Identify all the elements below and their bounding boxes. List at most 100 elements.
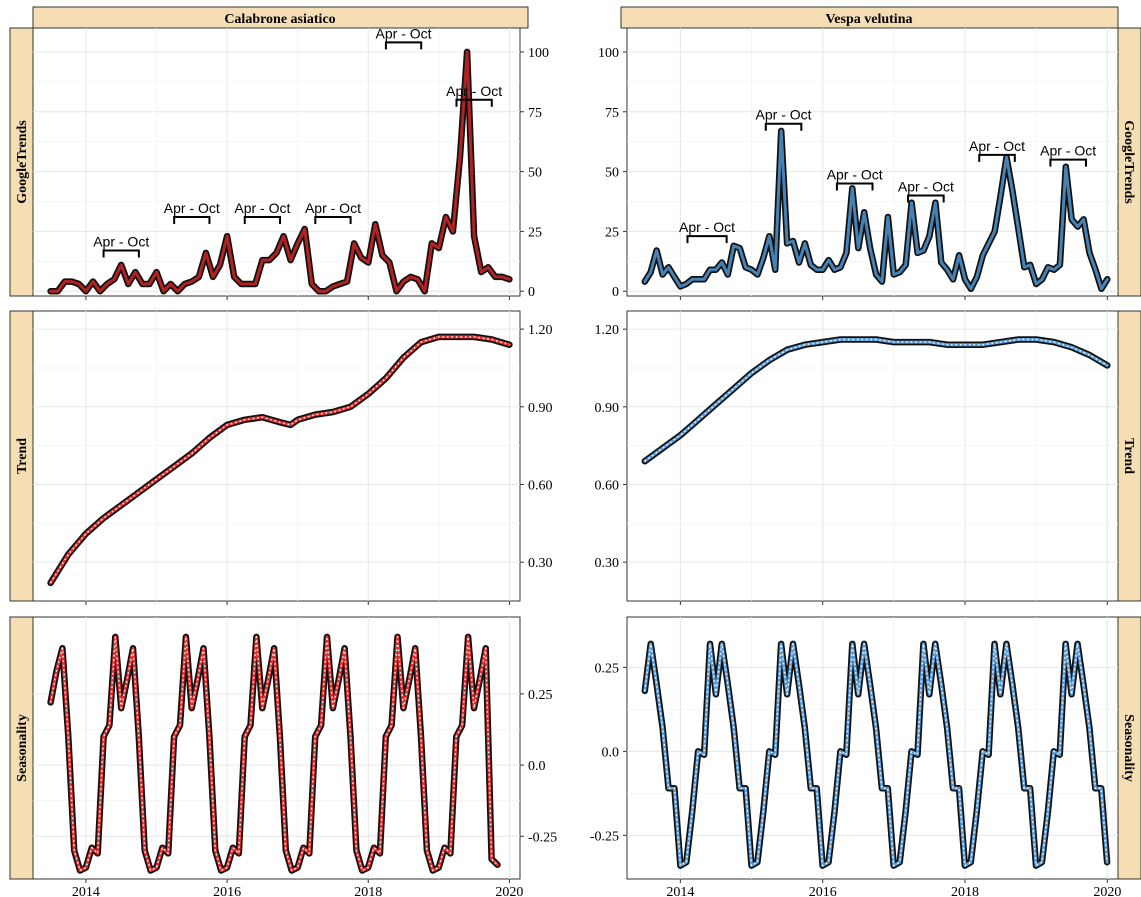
season-bracket [102, 249, 140, 258]
season-label: Apr - Oct [446, 83, 502, 99]
season-label: Apr - Oct [969, 138, 1025, 154]
y-tick-label: 0.60 [528, 478, 553, 493]
x-tick-label: 2020 [495, 885, 523, 897]
y-tick-label: 0.30 [595, 556, 620, 571]
season-label: Apr - Oct [756, 107, 812, 123]
season-annotation: Apr - Oct [898, 179, 954, 203]
y-tick-label: -0.25 [590, 829, 619, 844]
panel-frame [626, 310, 1119, 602]
panel-vespa-velutina-googletrends: 0 25 50 75 100 Apr - Oct Apr - Oct Apr - Oct Apr… [598, 27, 1119, 300]
season-bracket [686, 235, 728, 244]
season-label: Apr - Oct [827, 167, 883, 183]
y-tick-label: 0.0 [528, 759, 546, 774]
season-label: Apr - Oct [1040, 143, 1096, 159]
season-label: Apr - Oct [898, 179, 954, 195]
row-label-googletrends-left: GoogleTrends [15, 120, 30, 204]
panels: 0 25 50 75 100 Apr - Oct Apr - Oct Apr - Oct Apr… [32, 25, 1121, 897]
strip-left-label: Calabrone asiatico [224, 12, 335, 27]
row-label-trend-left: Trend [15, 438, 30, 474]
strip-left: Calabrone asiatico [32, 6, 529, 29]
row-strip-left-seasonality: Seasonality [9, 616, 34, 880]
season-annotation: Apr - Oct [446, 83, 502, 107]
x-tick-label: 2014 [666, 885, 694, 897]
row-strip-left-trend: Trend [9, 310, 34, 602]
series-dots [644, 338, 1108, 462]
series-dots [50, 336, 510, 584]
season-label: Apr - Oct [234, 200, 290, 216]
season-annotation: Apr - Oct [305, 200, 361, 225]
panel-calabrone-asiatico-seasonality: -0.25 0.0 0.25 2014 2016 2018 2020 [32, 616, 557, 897]
strip-right: Vespa velutina [620, 6, 1119, 29]
row-label-seasonality-left: Seasonality [15, 714, 30, 782]
y-tick-label: 1.20 [528, 323, 553, 338]
season-annotation: Apr - Oct [1040, 143, 1096, 167]
y-tick-label: 0.0 [602, 745, 620, 760]
season-annotation: Apr - Oct [756, 107, 812, 131]
season-annotation: Apr - Oct [376, 25, 432, 50]
season-bracket [455, 98, 493, 107]
x-tick-label: 2018 [951, 885, 979, 897]
y-tick-label: 0.25 [595, 661, 620, 676]
season-label: Apr - Oct [164, 200, 220, 216]
series-line [49, 635, 499, 872]
y-tick-label: 0.60 [595, 478, 620, 493]
panel-frame [32, 310, 521, 602]
season-annotation: Apr - Oct [93, 234, 149, 258]
row-label-seasonality-right: Seasonality [1121, 714, 1136, 782]
strip-right-label: Vespa velutina [825, 12, 912, 27]
y-tick-label: 0.90 [528, 401, 553, 416]
row-strip-right-trend: Trend [1117, 310, 1141, 602]
row-label-googletrends-right: GoogleTrends [1121, 120, 1136, 204]
y-tick-label: 50 [605, 166, 619, 181]
season-annotation: Apr - Oct [234, 200, 290, 225]
y-tick-label: 1.20 [595, 323, 620, 338]
season-bracket [764, 122, 803, 131]
series-dots [644, 643, 1108, 867]
y-tick-label: 100 [598, 46, 619, 61]
row-strip-left-googletrends: GoogleTrends [9, 27, 34, 297]
y-tick-label: 50 [528, 166, 542, 181]
y-tick-label: 25 [528, 225, 542, 240]
row-strip-right-seasonality: Seasonality [1117, 616, 1141, 880]
y-tick-label: 25 [605, 225, 619, 240]
panel-vespa-velutina-trend: 0.30 0.60 0.90 1.20 [595, 310, 1119, 605]
series-line [49, 50, 511, 293]
x-tick-label: 2016 [809, 885, 837, 897]
season-bracket [978, 153, 1016, 162]
season-label: Apr - Oct [305, 200, 361, 216]
season-annotation: Apr - Oct [679, 219, 735, 244]
season-label: Apr - Oct [679, 219, 735, 235]
y-tick-label: 0.25 [528, 688, 553, 703]
x-tick-label: 2014 [72, 885, 100, 897]
season-bracket [384, 41, 423, 50]
y-tick-label: 0.90 [595, 401, 620, 416]
season-bracket [243, 216, 282, 225]
row-strip-right-googletrends: GoogleTrends [1117, 27, 1141, 297]
series-line [643, 129, 1109, 291]
season-bracket [835, 182, 874, 191]
panel-calabrone-asiatico-googletrends: 0 25 50 75 100 Apr - Oct Apr - Oct Apr - Oct Apr… [32, 25, 549, 300]
season-annotation: Apr - Oct [969, 138, 1025, 162]
y-tick-label: 0 [528, 285, 535, 300]
y-tick-label: 0.30 [528, 556, 553, 571]
y-tick-label: -0.25 [528, 830, 557, 845]
season-bracket [173, 216, 211, 225]
season-bracket [314, 216, 352, 225]
panel-vespa-velutina-seasonality: -0.25 0.0 0.25 2014 2016 2018 2020 [590, 616, 1121, 897]
season-label: Apr - Oct [93, 234, 149, 250]
season-bracket [907, 194, 945, 203]
x-tick-label: 2018 [354, 885, 382, 897]
season-annotation: Apr - Oct [827, 167, 883, 191]
panel-calabrone-asiatico-trend: 0.30 0.60 0.90 1.20 [32, 310, 553, 605]
season-annotation: Apr - Oct [164, 200, 220, 225]
x-tick-label: 2016 [213, 885, 241, 897]
x-tick-label: 2020 [1093, 885, 1121, 897]
y-tick-label: 75 [605, 106, 619, 121]
y-tick-label: 75 [528, 106, 542, 121]
row-label-trend-right: Trend [1121, 438, 1136, 474]
y-tick-label: 0 [612, 285, 619, 300]
y-tick-label: 100 [528, 46, 549, 61]
season-bracket [1049, 158, 1087, 167]
season-label: Apr - Oct [376, 25, 432, 41]
